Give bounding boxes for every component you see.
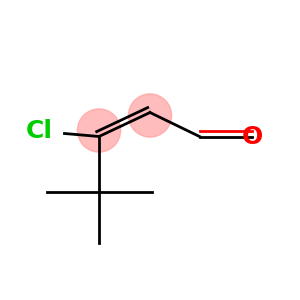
Text: O: O <box>242 124 262 148</box>
Circle shape <box>128 94 172 137</box>
Circle shape <box>77 109 121 152</box>
Text: Cl: Cl <box>26 118 52 142</box>
